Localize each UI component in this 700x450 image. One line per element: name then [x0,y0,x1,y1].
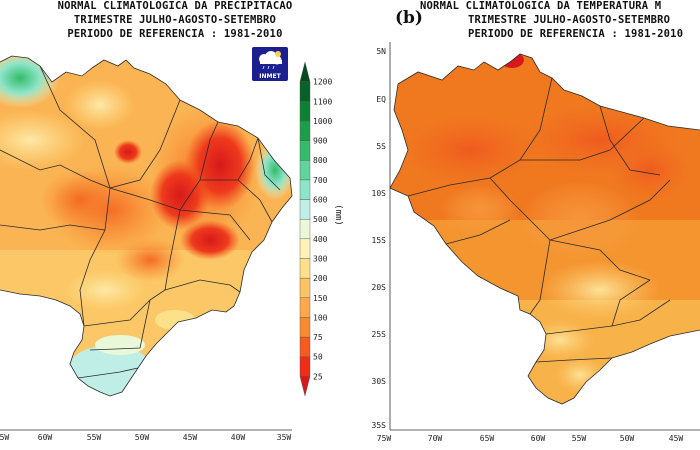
colorbar-bin [299,376,311,397]
x-tick-label: 60W [531,434,546,443]
y-tick-label: 25S [372,330,387,339]
colorbar-bin [299,160,311,181]
temperature-field [390,54,700,404]
colorbar-tick-label: 100 [313,313,328,322]
y-tick-label: 20S [372,283,387,292]
x-tick-label: 65W [480,434,495,443]
colorbar-bin [299,258,311,279]
colorbar-tick-label: 1100 [313,97,332,106]
colorbar-bin [299,81,311,102]
colorbar-tick-label: 700 [313,176,328,185]
map-title-line-1: NORMAL CLIMATOLOGICA DA PRECIPITACAO [57,0,293,12]
map-title-line-1: NORMAL CLIMATOLOGICA DA TEMPERATURA M [420,0,662,12]
state-borders [389,53,700,405]
state-borders [0,55,293,397]
precipitation-colorbar: 25 50 75 100 150 200 300 400 500 600 700 800 900 1000… [299,61,332,397]
colorbar-unit-label: (mm) [333,204,343,226]
colorbar-tick-label: 50 [313,353,323,362]
x-tick-label: 70W [428,434,443,443]
y-tick-label: 10S [372,189,387,198]
y-tick-label: 15S [372,236,387,245]
x-tick-label: 60W [38,433,53,442]
map-title-line-2: TRIMESTRE JULHO-AGOSTO-SETEMBRO [468,14,671,26]
colorbar-tick-label: 500 [313,215,328,224]
x-tick-label: 50W [135,433,150,442]
colorbar-tick-label: 300 [313,254,328,263]
colorbar-tick-label: 150 [313,294,328,303]
x-tick-label: 75W [377,434,392,443]
x-tick-label: 35W [277,433,292,442]
temperature-map-panel: (b) NORMAL CLIMATOLOGICA DA TEMPERATURA … [350,0,700,450]
x-tick-label: 45W [669,434,684,443]
x-axis-labels: 75W 70W 65W 60W 55W 50W 45W [377,434,684,443]
colorbar-tick-label: 1200 [313,78,332,87]
colorbar-tick-label: 900 [313,137,328,146]
x-tick-label: 55W [572,434,587,443]
weather-cloud-icon [259,51,282,70]
colorbar-bin [299,297,311,318]
x-tick-label: 65W [0,433,9,442]
colorbar-tick-label: 75 [313,333,323,342]
colorbar-bin [299,120,311,141]
colorbar-tick-label: 400 [313,235,328,244]
inmet-logo: INMET [252,47,288,81]
colorbar-bin [299,238,311,259]
precipitation-map-panel: NORMAL CLIMATOLOGICA DA PRECIPITACAO TRI… [0,0,343,442]
x-tick-label: 45W [183,433,198,442]
colorbar-bin [299,199,311,220]
x-tick-label: 55W [87,433,102,442]
colorbar-bin [299,101,311,122]
temperature-map: 5N EQ 5S 10S 15S 20S 25S 30S 35S 75W 70W… [372,42,700,443]
colorbar-bin [299,140,311,161]
y-tick-label: 30S [372,377,387,386]
colorbar-tick-label: 25 [313,372,323,381]
map-title-line-3: PERIODO DE REFERENCIA : 1981-2010 [67,28,283,40]
x-axis-labels: 65W 60W 55W 50W 45W 40W 35W [0,433,291,442]
map-title-line-3: PERIODO DE REFERENCIA : 1981-2010 [468,28,684,40]
precipitation-map: 65W 60W 55W 50W 45W 40W 35W 25 50 75 100 150… [0,55,343,442]
y-tick-label: 5S [376,142,386,151]
y-axis-labels: 5N EQ 5S 10S 15S 20S 25S 30S 35S [372,47,387,430]
panel-letter-label: (b) [395,8,423,28]
colorbar-tick-label: 1000 [313,117,332,126]
colorbar-tick-label: 200 [313,274,328,283]
colorbar-bin [299,179,311,200]
colorbar-bin [299,317,311,338]
colorbar-bin [299,218,311,240]
y-tick-label: 5N [376,47,386,56]
y-tick-label: 35S [372,421,387,430]
colorbar-tick-label: 800 [313,156,328,165]
x-tick-label: 50W [620,434,635,443]
map-title-line-2: TRIMESTRE JULHO-AGOSTO-SETEMBRO [73,14,277,26]
y-tick-label: EQ [376,95,386,104]
colorbar-bin [299,277,311,298]
x-tick-label: 40W [231,433,246,442]
inmet-logo-text: INMET [259,73,281,80]
colorbar-bin [299,336,311,357]
colorbar-bin [299,61,311,82]
colorbar-bin [299,356,311,377]
colorbar-tick-label: 600 [313,196,328,205]
